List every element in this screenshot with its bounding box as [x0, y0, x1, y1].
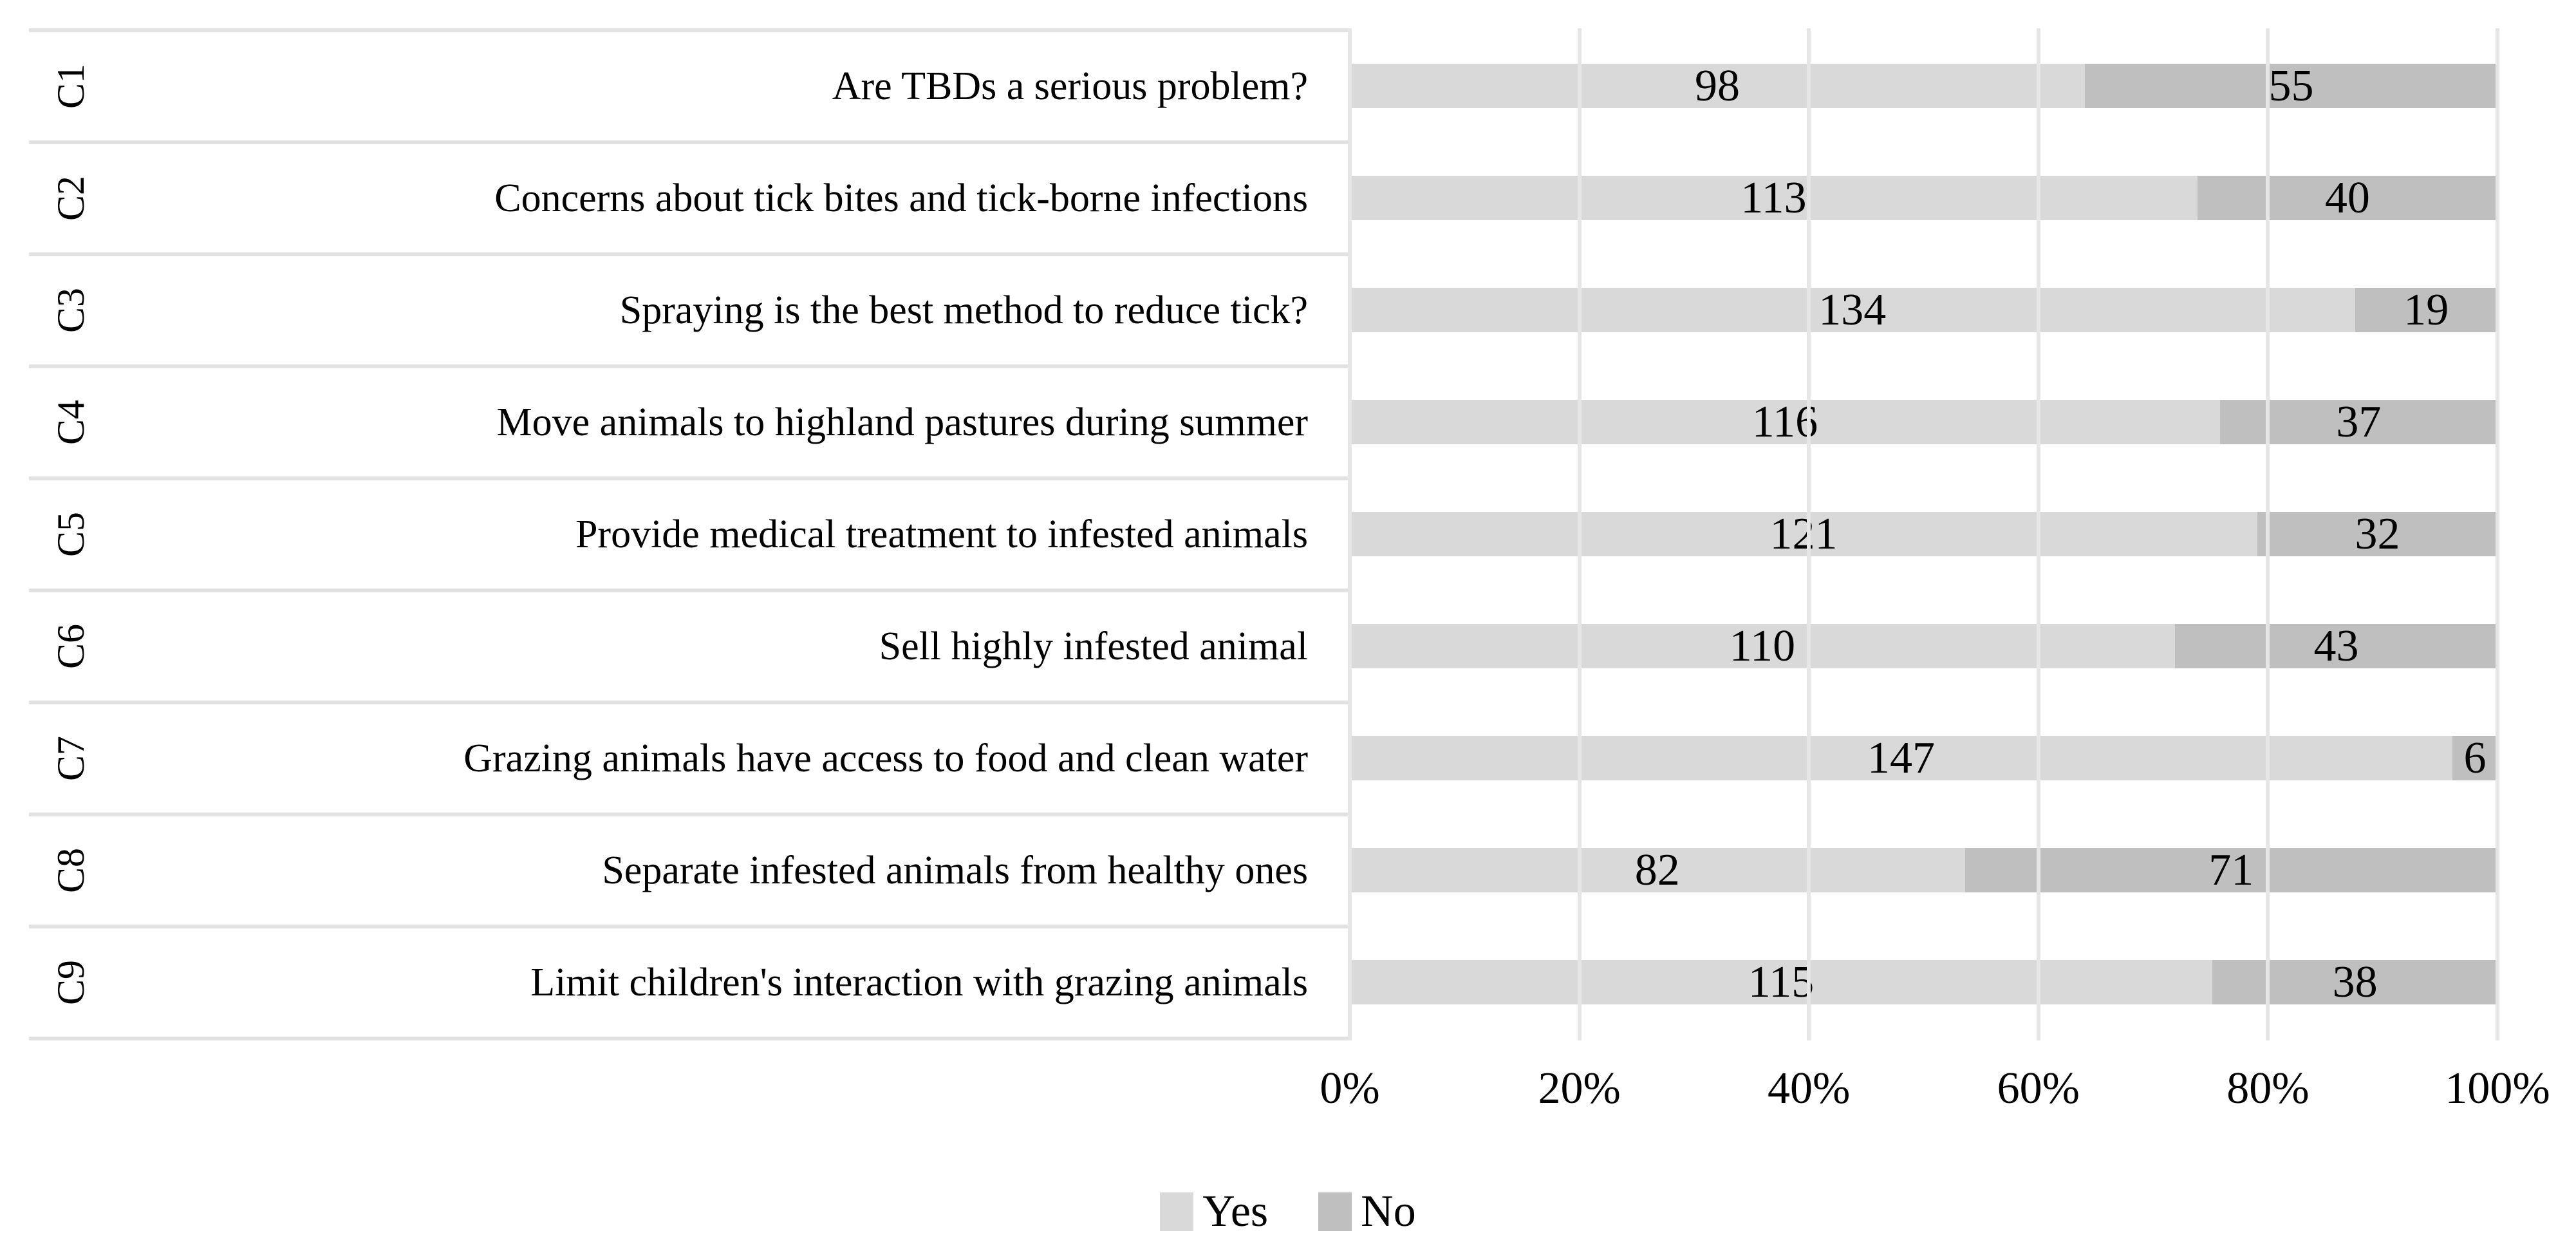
- bar-value-label: 98: [1695, 61, 1741, 111]
- row-separator-line: [29, 252, 1350, 256]
- bar-segment-yes: 113: [1350, 173, 2198, 223]
- category-code: C9: [50, 959, 92, 1006]
- legend-label: Yes: [1202, 1186, 1269, 1236]
- category-label: Provide medical treatment to infested an…: [575, 512, 1308, 556]
- legend-item-yes: Yes: [1160, 1189, 1268, 1234]
- category-label: Are TBDs a serious problem?: [832, 64, 1308, 108]
- x-axis-tick-label: 100%: [2445, 1064, 2550, 1113]
- row-separator-line: [29, 701, 1350, 704]
- category-code: C7: [50, 735, 92, 782]
- bar-value-label: 71: [2208, 845, 2254, 895]
- category-code: C6: [50, 623, 92, 670]
- table-row: C8 Separate infested animals from health…: [0, 813, 2576, 927]
- bar-segment-no: 55: [2085, 61, 2497, 111]
- category-code: C3: [50, 287, 92, 334]
- bar-value-label: 55: [2268, 61, 2314, 111]
- bar-segment-yes: 82: [1350, 845, 1965, 895]
- bar-value-label: 134: [1818, 285, 1887, 335]
- bar-segment-yes: 115: [1350, 957, 2213, 1007]
- bar-segment-yes: 110: [1350, 621, 2175, 671]
- category-label: Limit children's interaction with grazin…: [530, 960, 1308, 1004]
- bar-value-label: 113: [1741, 173, 1807, 223]
- bar-segment-no: 43: [2174, 621, 2497, 671]
- bar-value-label: 116: [1751, 397, 1818, 447]
- bar-value-label: 6: [2463, 733, 2487, 783]
- bar-segment-no: 6: [2452, 733, 2497, 783]
- table-row: C9 Limit children's interaction with gra…: [0, 925, 2576, 1039]
- bar-segment-no: 40: [2197, 173, 2497, 223]
- category-label: Grazing animals have access to food and …: [463, 736, 1308, 780]
- category-label: Spraying is the best method to reduce ti…: [619, 288, 1308, 332]
- bar-value-label: 43: [2313, 621, 2359, 671]
- bar-value-label: 32: [2355, 509, 2400, 559]
- table-row: C5 Provide medical treatment to infested…: [0, 476, 2576, 590]
- gridline: [1577, 28, 1582, 1040]
- table-row: C3 Spraying is the best method to reduce…: [0, 252, 2576, 366]
- bar-segment-no: 32: [2257, 509, 2497, 559]
- row-separator-line: [29, 364, 1350, 368]
- gridline: [2496, 28, 2499, 1040]
- bar-segment-yes: 116: [1350, 397, 2220, 447]
- bar-value-label: 19: [2403, 285, 2449, 335]
- legend: Yes No: [0, 1181, 2576, 1242]
- x-axis-tick-label: 20%: [1538, 1064, 1621, 1113]
- row-separator-line: [29, 28, 1350, 32]
- bar-segment-no: 37: [2219, 397, 2497, 447]
- bar-segment-yes: 134: [1350, 285, 2355, 335]
- x-axis-tick-label: 40%: [1768, 1064, 1851, 1113]
- table-row: C6 Sell highly infested animal 110 43: [0, 588, 2576, 702]
- bar-segment-no: 71: [1965, 845, 2497, 895]
- bar-value-label: 115: [1748, 957, 1815, 1007]
- row-separator-line: [29, 1037, 1350, 1040]
- category-label: Separate infested animals from healthy o…: [602, 848, 1308, 892]
- category-code: C2: [50, 175, 92, 221]
- category-code: C5: [50, 511, 92, 558]
- row-separator-line: [29, 925, 1350, 928]
- bar-value-label: 38: [2332, 957, 2378, 1007]
- table-row: C2 Concerns about tick bites and tick-bo…: [0, 140, 2576, 254]
- gridline: [1807, 28, 1811, 1040]
- legend-swatch-icon: [1318, 1192, 1352, 1231]
- bar-segment-yes: 121: [1350, 509, 2258, 559]
- row-separator-line: [29, 140, 1350, 144]
- bar-segment-yes: 98: [1350, 61, 2086, 111]
- row-separator-line: [29, 476, 1350, 480]
- gridline: [2036, 28, 2040, 1040]
- category-code: C8: [50, 847, 92, 894]
- gridline: [1348, 28, 1352, 1040]
- bar-value-label: 121: [1769, 509, 1838, 559]
- row-separator-line: [29, 588, 1350, 592]
- legend-swatch-icon: [1160, 1192, 1194, 1231]
- bar-value-label: 37: [2336, 397, 2382, 447]
- bar-segment-no: 38: [2212, 957, 2497, 1007]
- table-row: C1 Are TBDs a serious problem? 98 55: [0, 28, 2576, 142]
- table-row: C7 Grazing animals have access to food a…: [0, 701, 2576, 814]
- x-axis-tick-label: 60%: [1997, 1064, 2080, 1113]
- bar-value-label: 110: [1729, 621, 1796, 671]
- category-label: Move animals to highland pastures during…: [496, 400, 1308, 444]
- bar-value-label: 82: [1634, 845, 1680, 895]
- category-label: Concerns about tick bites and tick-borne…: [494, 176, 1308, 220]
- gridline: [2266, 28, 2270, 1040]
- legend-item-no: No: [1318, 1189, 1416, 1234]
- bar-value-label: 147: [1867, 733, 1936, 783]
- bar-segment-no: 19: [2355, 285, 2497, 335]
- row-separator-line: [29, 813, 1350, 816]
- table-row: C4 Move animals to highland pastures dur…: [0, 364, 2576, 478]
- category-code: C1: [50, 63, 92, 109]
- bar-segment-yes: 147: [1350, 733, 2453, 783]
- category-code: C4: [50, 399, 92, 446]
- x-axis-tick-label: 0%: [1320, 1064, 1380, 1113]
- bar-value-label: 40: [2324, 173, 2370, 223]
- category-label: Sell highly infested animal: [879, 624, 1308, 668]
- legend-label: No: [1361, 1186, 1416, 1236]
- x-axis-tick-label: 80%: [2226, 1064, 2310, 1113]
